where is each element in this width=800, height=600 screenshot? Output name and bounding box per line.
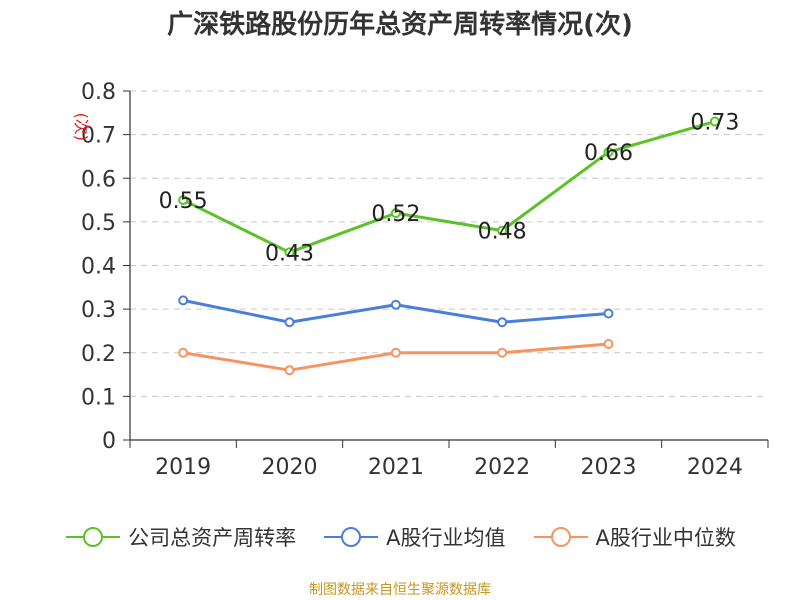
y-tick-label: 0.8 [81,80,116,105]
y-tick-label: 0.7 [81,124,116,149]
series-line-0 [182,120,716,254]
data-label-2022: 0.48 [478,220,527,245]
data-point-s0-2023[interactable] [603,147,614,158]
data-point-s1-2022[interactable] [497,317,508,328]
data-label-2021: 0.52 [371,202,420,227]
legend-swatch-industry-median-icon [533,527,588,547]
data-point-s0-2022[interactable] [497,225,508,236]
data-point-s2-2019[interactable] [178,347,189,358]
legend-label-industry-median: A股行业中位数 [595,526,736,550]
chart-legend: 公司总资产周转率 A股行业均值 A股行业中位数 [0,520,800,554]
legend-item-company[interactable]: 公司总资产周转率 [64,522,296,552]
data-point-s0-2024[interactable] [709,116,720,127]
x-tick-label: 2019 [155,455,211,480]
x-tick-label: 2020 [262,455,318,480]
y-tick-label: 0.2 [81,342,116,367]
x-tick-label: 2024 [687,455,743,480]
data-point-s1-2021[interactable] [390,299,401,310]
legend-label-industry-mean: A股行业均值 [386,526,506,550]
data-point-s0-2019[interactable] [178,195,189,206]
y-tick-label: 0.1 [81,385,116,410]
data-point-s2-2021[interactable] [390,347,401,358]
y-tick-label: 0.5 [81,211,116,236]
data-point-s2-2020[interactable] [284,365,295,376]
y-tick-label: 0.4 [81,255,116,280]
data-point-s2-2022[interactable] [497,347,508,358]
data-point-s0-2020[interactable] [284,247,295,258]
legend-item-industry-median[interactable]: A股行业中位数 [532,522,736,552]
data-label-2020: 0.43 [265,241,314,266]
y-tick-label: 0.6 [81,167,116,192]
data-point-s1-2023[interactable] [603,308,614,319]
chart-title: 广深铁路股份历年总资产周转率情况(次) [167,10,633,40]
x-tick-label: 2022 [474,455,530,480]
data-label-2019: 0.55 [159,189,208,214]
y-tick-label: 0.3 [81,298,116,323]
footer-source: 制图数据来自恒生聚源数据库 [309,582,491,598]
data-label-2024: 0.73 [690,111,739,136]
data-point-s1-2020[interactable] [284,317,295,328]
legend-item-industry-mean[interactable]: A股行业均值 [322,522,506,552]
legend-swatch-company-icon [66,527,121,547]
x-tick-label: 2021 [368,455,424,480]
data-point-s1-2019[interactable] [178,295,189,306]
data-point-s2-2023[interactable] [603,339,614,350]
x-tick-label: 2023 [581,455,637,480]
y-tick-label: 0 [102,429,116,454]
data-label-2023: 0.66 [584,141,633,166]
legend-label-company: 公司总资产周转率 [128,526,297,550]
legend-swatch-industry-mean-icon [324,527,379,547]
y-axis-label: (次) [72,113,91,142]
data-point-s0-2021[interactable] [390,208,401,219]
